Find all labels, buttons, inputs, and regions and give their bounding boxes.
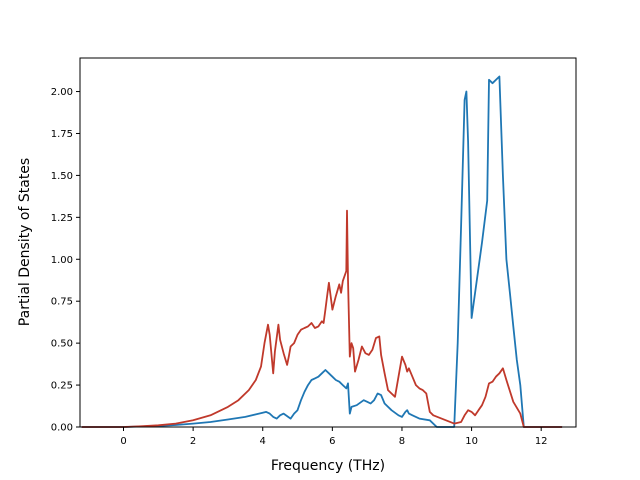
y-tick-label: 1.50 <box>51 171 73 182</box>
plot-frame <box>79 57 577 428</box>
x-tick-label: 2 <box>190 436 196 447</box>
x-axis-ticks: 0 2 4 6 8 10 12 <box>120 427 548 447</box>
x-tick-label: 6 <box>329 436 335 447</box>
x-tick-label: 0 <box>120 436 126 447</box>
y-tick-label: 1.25 <box>51 213 73 224</box>
y-tick-label: 2.00 <box>51 87 73 98</box>
series-line-2 <box>81 209 563 428</box>
y-axis-label: Partial Density of States <box>17 158 33 326</box>
y-tick-label: 1.75 <box>51 129 73 140</box>
x-tick-label: 4 <box>260 436 266 447</box>
series-layer <box>81 75 563 428</box>
y-tick-label: 1.00 <box>51 255 73 266</box>
series-line-1 <box>81 75 563 428</box>
y-axis-ticks: 0.00 0.25 0.50 0.75 1.00 1.25 1.50 1.75 2.00 <box>51 87 80 434</box>
x-tick-label: 8 <box>399 436 405 447</box>
y-tick-label: 0.25 <box>51 381 73 392</box>
y-tick-label: 0.00 <box>51 423 73 434</box>
plot-area <box>80 58 576 427</box>
x-tick-label: 10 <box>465 436 478 447</box>
y-tick-label: 0.75 <box>51 297 73 308</box>
x-axis-label: Frequency (THz) <box>271 458 385 474</box>
x-tick-label: 12 <box>535 436 548 447</box>
y-tick-label: 0.50 <box>51 339 73 350</box>
